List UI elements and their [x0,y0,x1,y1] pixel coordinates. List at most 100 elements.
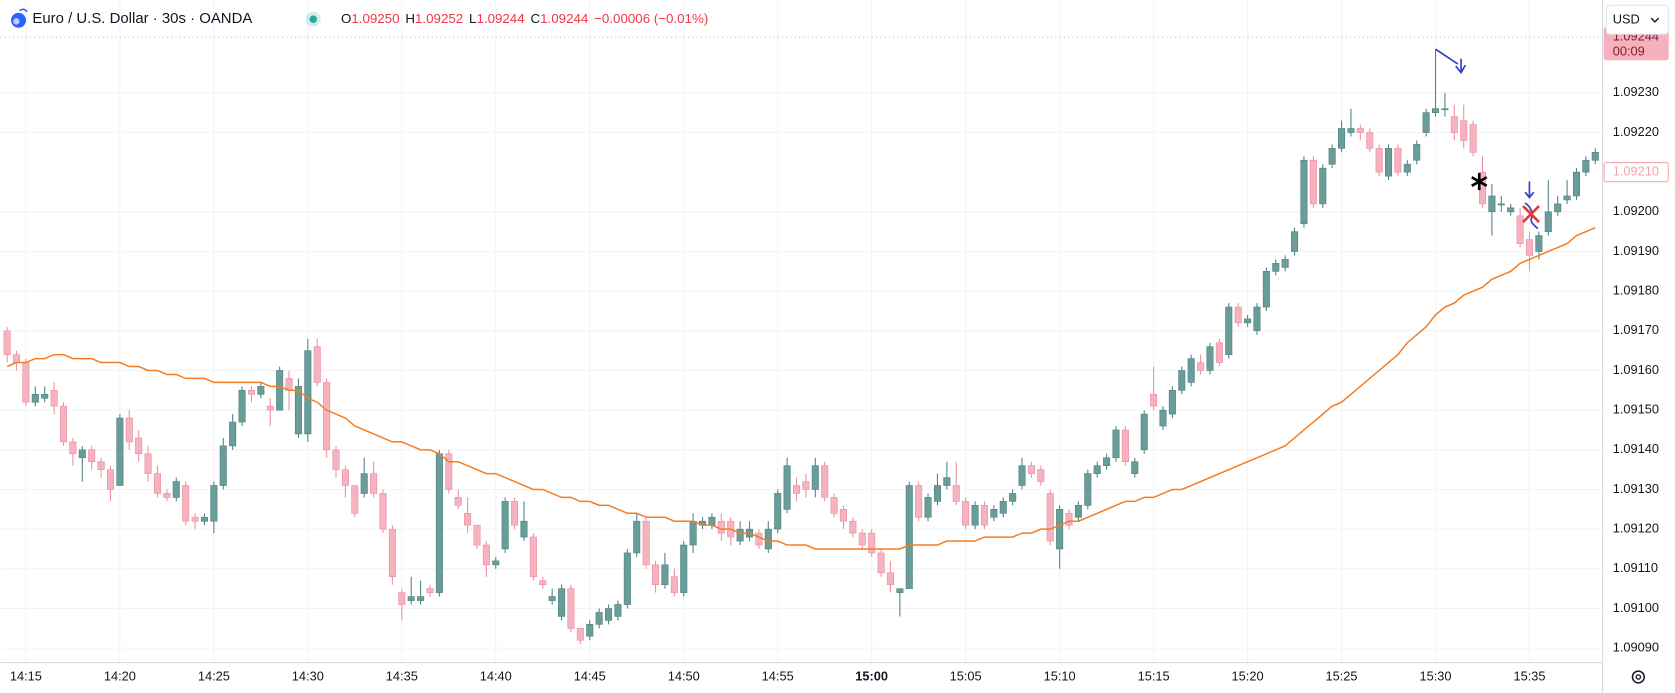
candle-body [558,588,566,617]
candle-body [50,389,58,407]
ohlc-value: 1.09244 [540,11,589,26]
candle-body [1366,132,1374,149]
candle-body [1074,505,1082,518]
candle-body [1413,144,1421,161]
y-tick-label: 1.09200 [1613,203,1659,218]
candle-body [1507,207,1515,213]
x-tick-label: 15:30 [1420,668,1452,683]
gear[interactable] [1631,670,1645,684]
candle-body [1403,163,1411,173]
price-label: 1.09210 [1613,164,1659,179]
candle-body [839,508,848,522]
candle-body [1422,112,1430,133]
candle-body [1150,393,1158,407]
candle-body [22,362,30,403]
candle-body [962,501,970,526]
y-tick-label: 1.09090 [1613,640,1659,655]
currency-box[interactable] [1605,4,1669,35]
drawing-cross[interactable] [1522,205,1540,224]
candle-body [830,497,838,514]
candle-body [680,544,688,593]
drawing-line[interactable] [1434,48,1459,65]
candle-body [1121,429,1129,463]
candle-body [116,417,124,486]
candle-body [398,592,406,605]
candle-body [586,624,594,637]
settings-button[interactable] [1631,670,1645,684]
y-tick-label: 1.09110 [1613,560,1658,575]
y-tick-label: 1.09170 [1613,322,1659,337]
x-tick-label: 14:40 [480,668,512,683]
candle-body [933,485,941,502]
candle-body [1525,239,1534,256]
candle-body [370,473,378,494]
x-tick-label: 14:35 [386,668,418,683]
drawings [1434,48,1540,230]
x-tick-label: 15:35 [1513,668,1545,683]
candle-body [1187,358,1195,383]
candle-body [200,516,208,522]
moving-average [6,226,1596,550]
candle-body [511,501,519,526]
candle-body [1450,116,1458,133]
candle-body [1215,342,1223,363]
x-tick-label: 14:15 [10,668,42,683]
chevron [1650,17,1660,23]
symbol-title[interactable]: Euro / U.S. Dollar · 30s · OANDA [32,10,252,27]
drawing-scribble[interactable] [1524,202,1539,230]
candle-body [313,346,321,383]
candle-body [1338,128,1346,149]
candle-body [689,520,697,546]
ohlc-key: H [405,11,415,26]
currency-label[interactable]: USD [1613,12,1640,27]
candle-body [285,378,293,391]
candle-body [1037,469,1045,482]
candle-body [1056,508,1064,550]
candle-body [642,520,650,566]
ohlc-key: L [469,11,476,26]
candle-body [210,485,218,522]
candle-body [764,528,772,550]
candle-body [1140,413,1148,451]
candle-body [482,544,490,566]
currency-selector[interactable]: USD [1605,4,1669,35]
candle-body [454,497,462,506]
drawing-arrow[interactable] [1524,181,1535,199]
candle-body [238,389,246,423]
candle-body [915,485,923,518]
candle-body [144,453,152,474]
drawing-asterisk[interactable] [1471,172,1488,191]
candle-body [1159,409,1167,427]
plot [0,36,1603,645]
candle-body [191,516,199,522]
candle-body [755,532,763,546]
candle-body [1103,457,1111,467]
candle-body [1168,389,1176,415]
candle-body [1197,362,1205,371]
candle-body [1291,231,1299,252]
candle-body [783,465,791,510]
candle-body [351,485,359,514]
candle-body [868,532,876,554]
candle-body [905,485,913,589]
candle-body [97,461,105,470]
candle-body [849,520,857,534]
header: Euro / U.S. Dollar · 30s · OANDA O1.0925… [11,8,708,28]
y-tick-label: 1.09220 [1613,124,1659,139]
candle-body [990,508,998,518]
drawing-arrow[interactable] [1455,58,1467,75]
candle-body [41,393,49,399]
candle-body [88,449,96,463]
candle-body [1516,215,1524,244]
x-tick-label: 15:10 [1044,668,1076,683]
candle-body [595,612,603,625]
y-tick-label: 1.09150 [1613,402,1659,417]
candle-body [520,520,528,538]
change: −0.00006 (−0.01%) [594,11,708,26]
candle-body [1563,195,1571,201]
candle-body [717,520,725,534]
candle-body [1027,465,1035,474]
candle-body [106,469,115,490]
y-tick-label: 1.09130 [1613,481,1659,496]
x-tick-label: 14:30 [292,668,324,683]
